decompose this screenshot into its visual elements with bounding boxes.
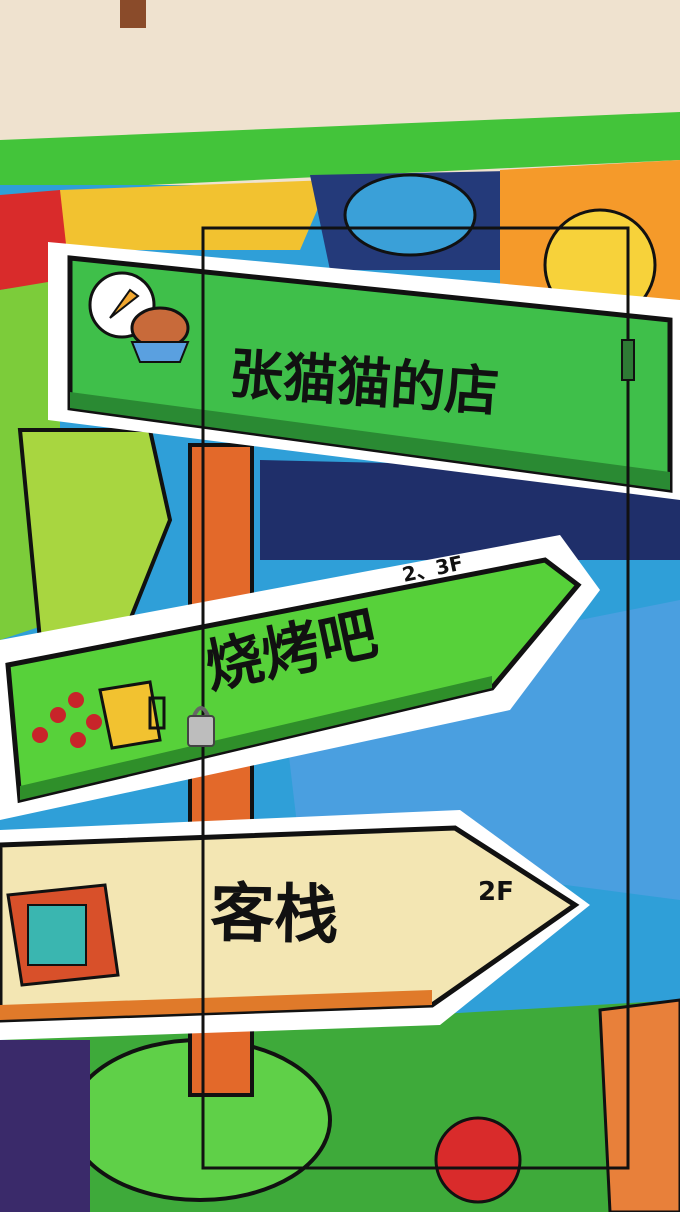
building-icon — [6, 883, 120, 987]
wall-bracket — [120, 0, 146, 28]
green-ledge — [0, 112, 680, 192]
mural-bg-dark-left-bottom — [0, 1040, 90, 1212]
mural-bg-cherry — [434, 1116, 522, 1204]
sign-bbq: 烧烤吧 2、3F — [0, 535, 600, 820]
door-outline — [201, 226, 630, 1170]
mural-bg-blue-blob — [343, 173, 477, 257]
sign-inn-floor: 2F — [478, 877, 514, 907]
mural-bg-yellow — [60, 180, 330, 250]
sign-shop: 张猫猫的店 — [48, 242, 680, 500]
sign-inn-label: 客栈 — [210, 877, 339, 953]
mural-bg-bottle — [598, 998, 680, 1212]
food-plate-icon — [88, 271, 190, 363]
skewers-beer-icon — [32, 680, 166, 750]
door-hinge — [621, 339, 635, 381]
sign-inn: 客栈 2F — [0, 810, 590, 1040]
padlock-icon — [187, 706, 215, 747]
